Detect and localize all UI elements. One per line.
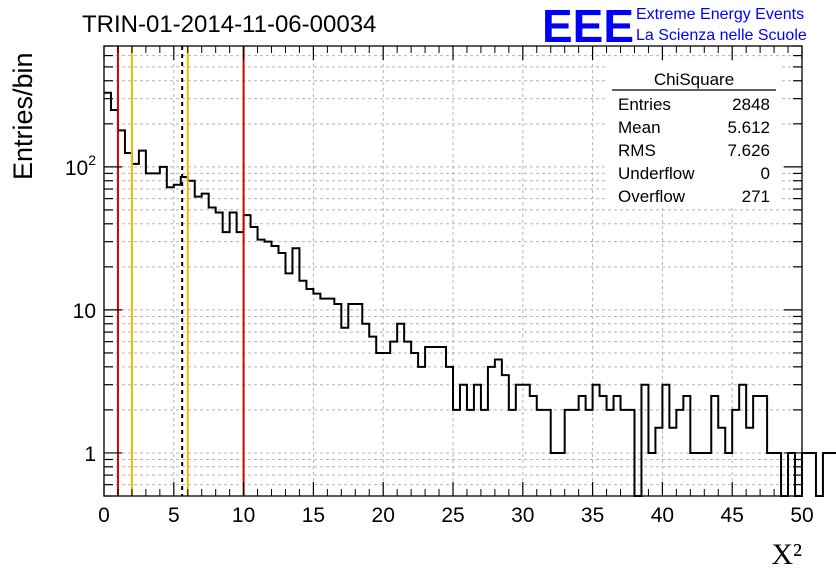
stat-value: 0: [761, 164, 770, 183]
stat-label: RMS: [618, 141, 656, 160]
chart-title: TRIN-01-2014-11-06-00034: [82, 11, 376, 38]
x-tick-label: 40: [651, 504, 674, 527]
axis-ticks: 0 5 10 15 20 25 30 35 40 45 50 1 10 102: [65, 45, 814, 527]
reference-lines: [116, 46, 245, 496]
stat-value: 7.626: [727, 141, 770, 160]
logo-line-1: Extreme Energy Events: [636, 6, 804, 23]
stat-label: Entries: [618, 95, 671, 114]
logo-line-2: La Scienza nelle Scuole: [636, 27, 807, 44]
stats-box: ChiSquare Entries 2848 Mean 5.612 RMS 7.626 Un…: [606, 64, 782, 208]
x-tick-label: 45: [721, 504, 744, 527]
stat-value: 271: [742, 187, 770, 206]
x-tick-label: 0: [98, 504, 110, 527]
y-axis-label: Entries/bin: [8, 52, 38, 180]
x-tick-label: 15: [302, 504, 325, 527]
logo-text: EEE: [542, 0, 634, 52]
stat-value: 2848: [732, 95, 770, 114]
y-tick-label: 10: [73, 300, 96, 323]
x-tick-label: 30: [511, 504, 534, 527]
x-tick-label: 50: [790, 504, 813, 527]
x-tick-label: 25: [441, 504, 464, 527]
histogram-series: [104, 91, 836, 497]
stat-label: Overflow: [618, 187, 686, 206]
y-tick-label: 1: [84, 443, 96, 466]
x-tick-label: 20: [372, 504, 395, 527]
stats-title: ChiSquare: [654, 70, 734, 89]
x-axis-label: X²: [771, 538, 802, 571]
plot-area: [104, 91, 836, 497]
stat-label: Underflow: [618, 164, 695, 183]
x-tick-label: 35: [581, 504, 604, 527]
stat-value: 5.612: [727, 118, 770, 137]
y-tick-label: 102: [65, 152, 96, 180]
x-tick-label: 5: [168, 504, 180, 527]
eee-logo: EEE Extreme Energy Events La Scienza nel…: [542, 0, 807, 52]
x-tick-label: 10: [232, 504, 255, 527]
stat-label: Mean: [618, 118, 661, 137]
